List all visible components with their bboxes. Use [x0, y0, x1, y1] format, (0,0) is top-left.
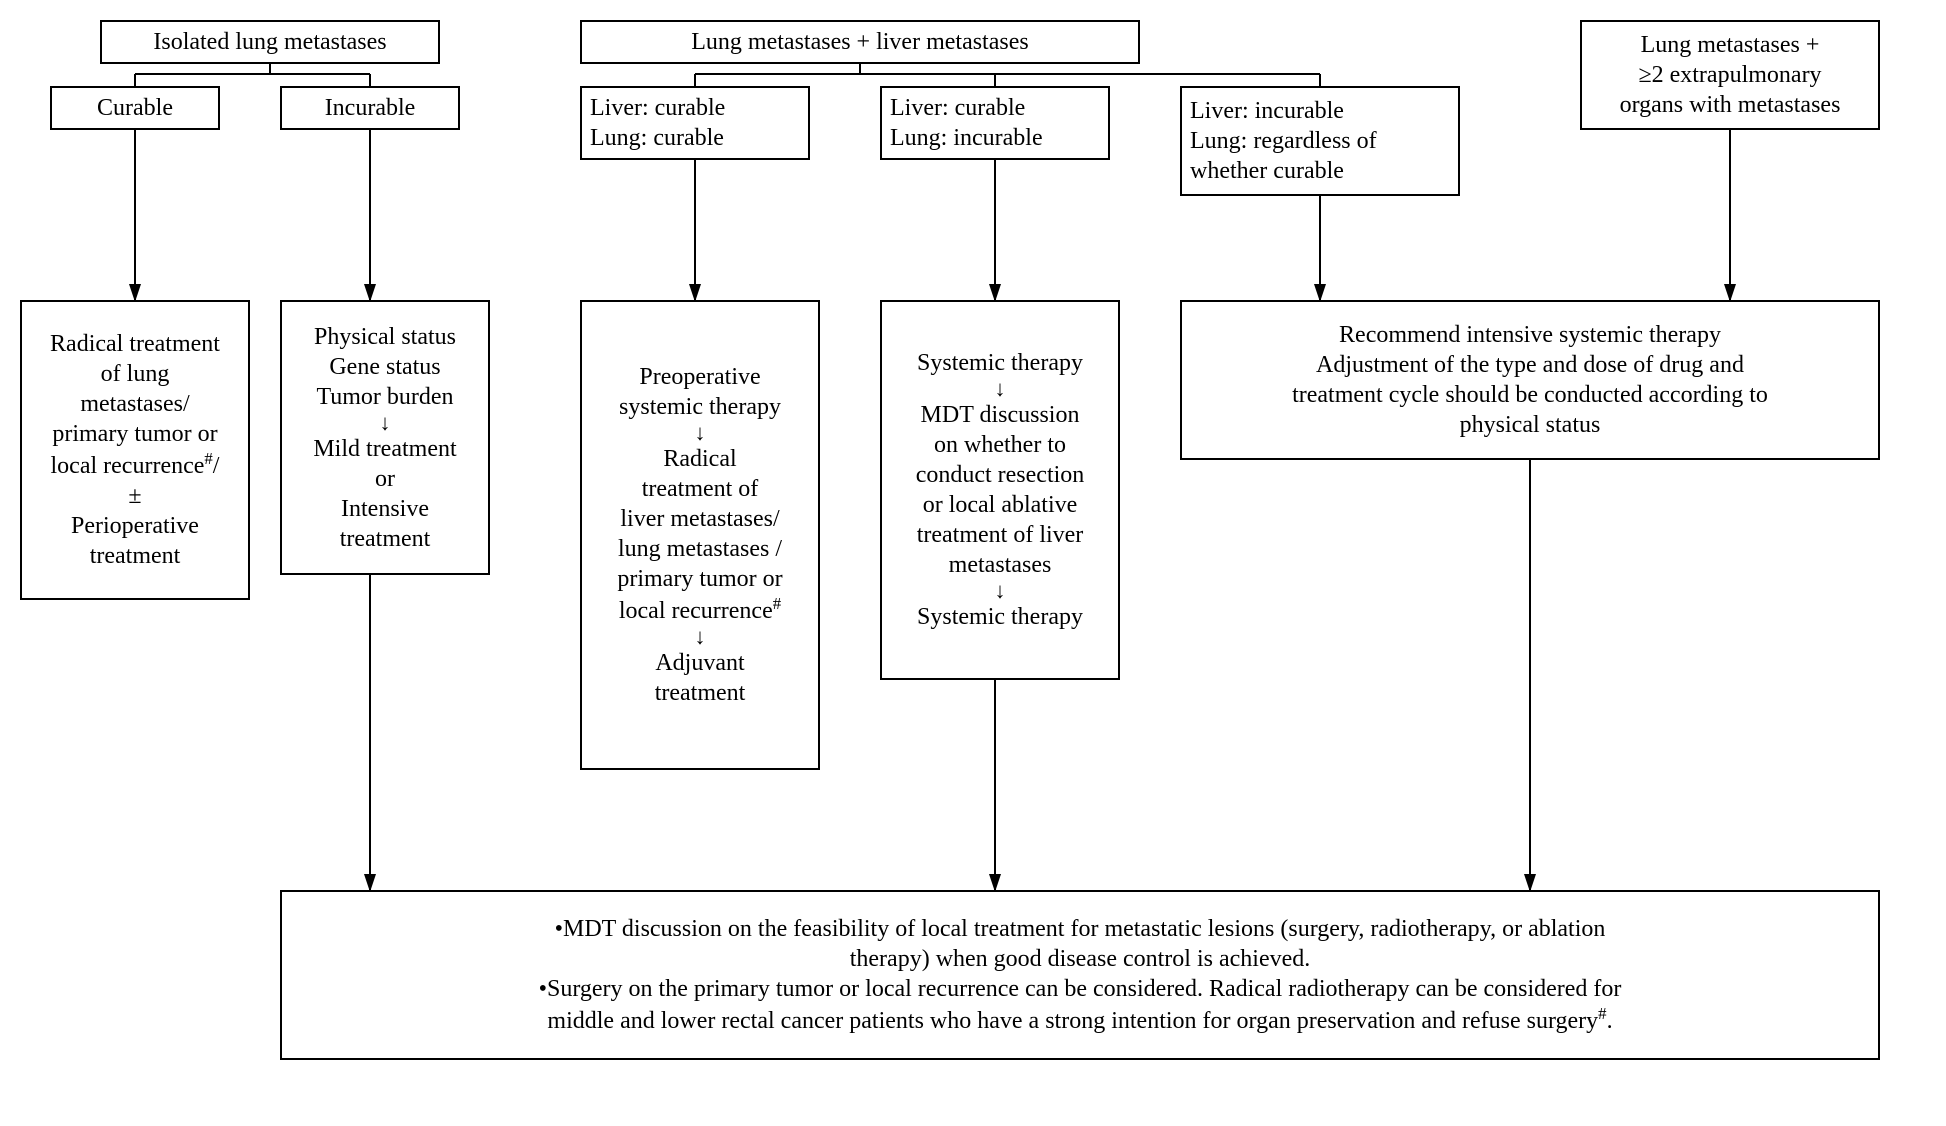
- branch-incurable: Incurable: [280, 86, 460, 130]
- branch3-line2: Lung: curable: [590, 123, 724, 153]
- t2-l1: Physical status: [314, 322, 456, 352]
- treatment-intensive-systemic: Recommend intensive systemic therapy Adj…: [1180, 300, 1880, 460]
- t2-l6: Intensive: [341, 494, 429, 524]
- header-multi-line1: Lung metastases +: [1641, 30, 1820, 60]
- treatment-status-based: Physical status Gene status Tumor burden…: [280, 300, 490, 575]
- t3-l3: Radical: [663, 444, 736, 474]
- treatment-radical-lung: Radical treatment of lung metastases/ pr…: [20, 300, 250, 600]
- down-arrow-icon: ↓: [995, 378, 1006, 400]
- down-arrow-icon: ↓: [380, 412, 391, 434]
- t5-l4: physical status: [1460, 410, 1601, 440]
- header-lung-liver: Lung metastases + liver metastases: [580, 20, 1140, 64]
- t5-l1: Recommend intensive systemic therapy: [1339, 320, 1721, 350]
- header-isolated-label: Isolated lung metastases: [153, 27, 386, 57]
- t4-l6: treatment of liver: [917, 520, 1084, 550]
- t2-l2: Gene status: [329, 352, 440, 382]
- branch3-line1: Liver: curable: [590, 93, 725, 123]
- t4-l3: on whether to: [934, 430, 1066, 460]
- t1-l6: ±: [128, 481, 141, 511]
- t3-l10: treatment: [655, 678, 746, 708]
- t3-l7: primary tumor or: [617, 564, 782, 594]
- t4-l5: or local ablative: [923, 490, 1078, 520]
- header-multi-line3: organs with metastases: [1620, 90, 1841, 120]
- branch5-line2: Lung: regardless of: [1190, 126, 1377, 156]
- footer-line2: therapy) when good disease control is ac…: [850, 944, 1311, 974]
- branch4-line2: Lung: incurable: [890, 123, 1043, 153]
- t4-l2: MDT discussion: [921, 400, 1080, 430]
- branch-curable-label: Curable: [97, 93, 173, 123]
- t3-l4: treatment of: [642, 474, 759, 504]
- down-arrow-icon: ↓: [995, 580, 1006, 602]
- t5-l3: treatment cycle should be conducted acco…: [1292, 380, 1768, 410]
- branch-liver-cur-lung-incur: Liver: curable Lung: incurable: [880, 86, 1110, 160]
- branch-liver-cur-lung-cur: Liver: curable Lung: curable: [580, 86, 810, 160]
- t1-l5: local recurrence#/: [51, 449, 220, 481]
- branch5-line1: Liver: incurable: [1190, 96, 1344, 126]
- branch-incurable-label: Incurable: [325, 93, 416, 123]
- down-arrow-icon: ↓: [695, 422, 706, 444]
- treatment-systemic-mdt: Systemic therapy ↓ MDT discussion on whe…: [880, 300, 1120, 680]
- treatment-preop-radical: Preoperative systemic therapy ↓ Radical …: [580, 300, 820, 770]
- t3-l2: systemic therapy: [619, 392, 781, 422]
- branch-curable: Curable: [50, 86, 220, 130]
- t4-l4: conduct resection: [916, 460, 1085, 490]
- footer-line3: •Surgery on the primary tumor or local r…: [539, 974, 1622, 1004]
- t1-l4: primary tumor or: [52, 419, 217, 449]
- down-arrow-icon: ↓: [695, 626, 706, 648]
- footer-line4: middle and lower rectal cancer patients …: [547, 1004, 1612, 1036]
- t3-l6: lung metastases /: [618, 534, 782, 564]
- t1-l7: Perioperative: [71, 511, 199, 541]
- t4-l1: Systemic therapy: [917, 348, 1083, 378]
- t1-l3: metastases/: [80, 389, 189, 419]
- t3-l5: liver metastases/: [620, 504, 779, 534]
- branch-liver-incur: Liver: incurable Lung: regardless of whe…: [1180, 86, 1460, 196]
- t1-l2: of lung: [101, 359, 170, 389]
- t2-l3: Tumor burden: [316, 382, 453, 412]
- t3-l9: Adjuvant: [655, 648, 744, 678]
- footer-line1: •MDT discussion on the feasibility of lo…: [555, 914, 1606, 944]
- t2-l7: treatment: [340, 524, 431, 554]
- footer-notes: •MDT discussion on the feasibility of lo…: [280, 890, 1880, 1060]
- t3-l8: local recurrence#: [619, 594, 781, 626]
- t2-l5: or: [375, 464, 395, 494]
- t3-l1: Preoperative: [639, 362, 760, 392]
- t4-l7: metastases: [949, 550, 1052, 580]
- branch5-line3: whether curable: [1190, 156, 1344, 186]
- t2-l4: Mild treatment: [313, 434, 456, 464]
- t5-l2: Adjustment of the type and dose of drug …: [1316, 350, 1744, 380]
- branch4-line1: Liver: curable: [890, 93, 1025, 123]
- t1-l1: Radical treatment: [50, 329, 220, 359]
- t1-l8: treatment: [90, 541, 181, 571]
- t4-l8: Systemic therapy: [917, 602, 1083, 632]
- header-multi-organ: Lung metastases + ≥2 extrapulmonary orga…: [1580, 20, 1880, 130]
- header-multi-line2: ≥2 extrapulmonary: [1638, 60, 1821, 90]
- header-lung-liver-label: Lung metastases + liver metastases: [691, 27, 1028, 57]
- header-isolated: Isolated lung metastases: [100, 20, 440, 64]
